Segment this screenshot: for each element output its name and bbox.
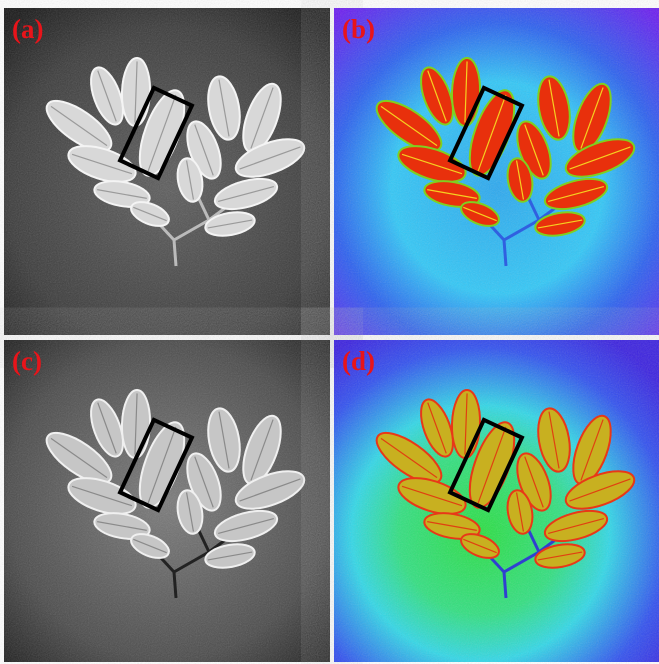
panel-c: (c) [4,340,330,662]
figure: (a) (b) (c) (d) [0,0,659,664]
noise-overlay [4,8,330,335]
panel-label: (a) [12,14,43,44]
panel-b: (b) [334,8,659,335]
panel-a: (a) [4,8,330,335]
noise-overlay [334,8,659,335]
panel-label: (c) [12,346,42,376]
panel-label: (b) [342,14,375,44]
panel-d: (d) [334,340,659,662]
panel-label: (d) [342,346,375,376]
